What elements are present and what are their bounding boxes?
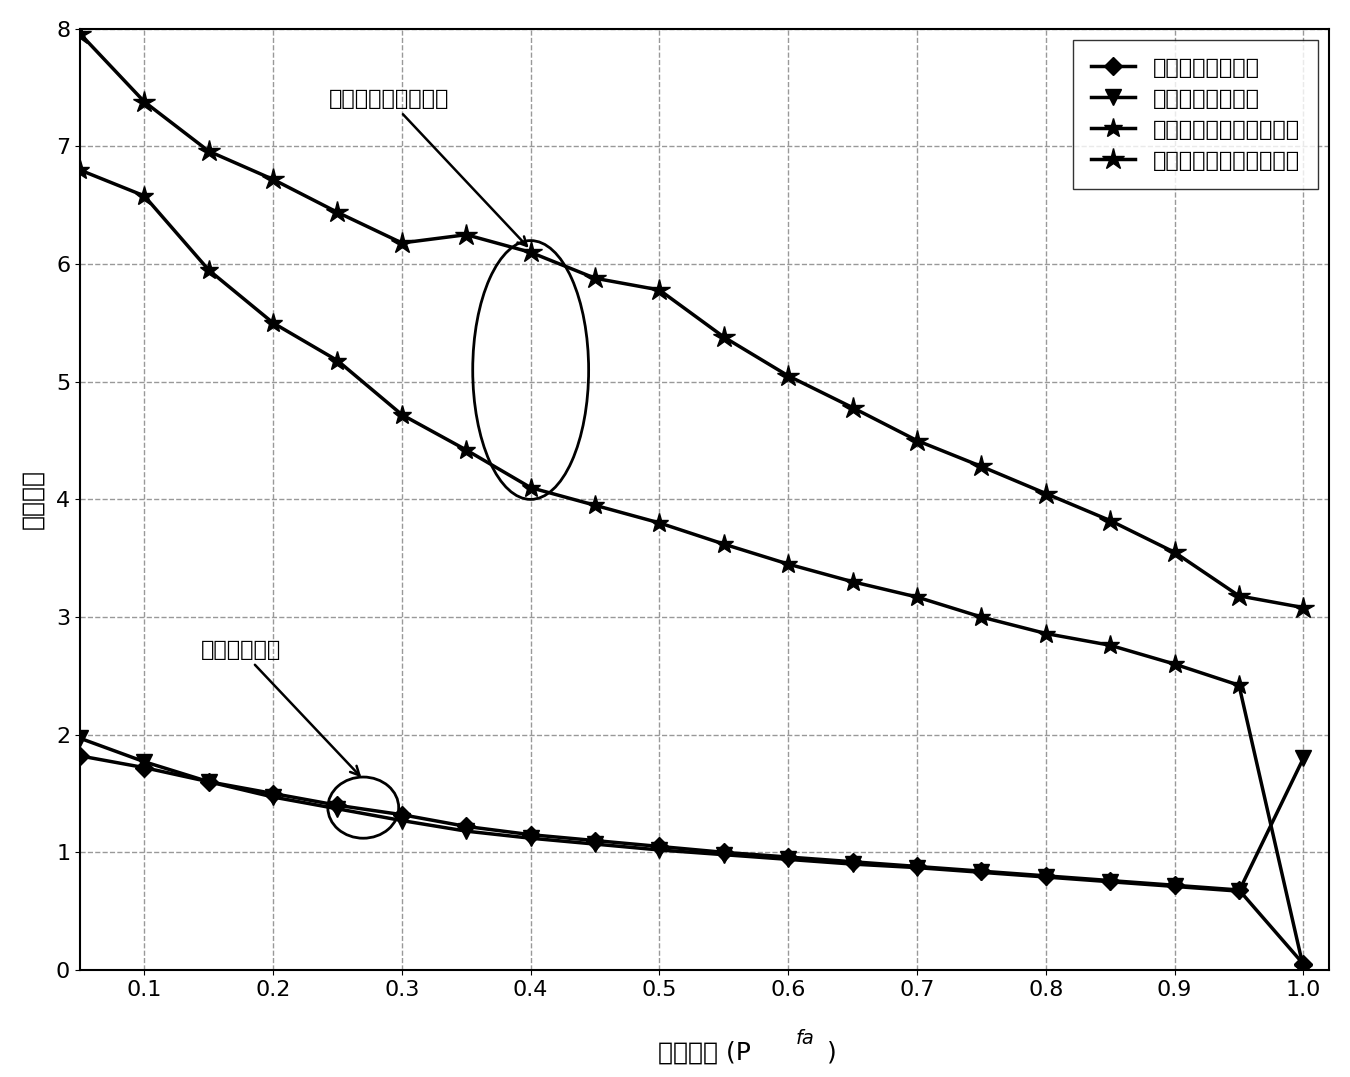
- 最大最小特征值近似门限: [522, 481, 539, 494]
- 最大最小特征值近似门限: [329, 354, 346, 367]
- 最大最小特征值近似门限: [265, 317, 281, 330]
- 最大最小特征值经验门限: [329, 206, 346, 219]
- 提出算法理论门限: [1231, 884, 1247, 897]
- 最大最小特征值近似门限: [458, 444, 474, 457]
- 提出算法经验门限: [1102, 875, 1118, 887]
- 最大最小特征值经验门限: [265, 173, 281, 186]
- 提出算法经验门限: [458, 820, 474, 833]
- Text: fa: fa: [795, 1030, 814, 1048]
- Text: 提出新型算法: 提出新型算法: [201, 640, 359, 775]
- 提出算法经验门限: [587, 834, 603, 847]
- 提出算法理论门限: [1038, 870, 1054, 883]
- 提出算法经验门限: [1166, 879, 1183, 892]
- 最大最小特征值近似门限: [587, 499, 603, 512]
- 最大最小特征值经验门限: [973, 460, 990, 473]
- Text: ): ): [828, 1040, 837, 1064]
- 提出算法经验门限: [780, 851, 796, 864]
- 提出算法理论门限: [522, 831, 539, 844]
- 最大最小特征值经验门限: [136, 95, 153, 108]
- 最大最小特征值经验门限: [522, 246, 539, 258]
- 最大最小特征值经验门限: [72, 27, 88, 40]
- 提出算法经验门限: [201, 775, 217, 788]
- 提出算法经验门限: [522, 828, 539, 841]
- 最大最小特征值近似门限: [716, 537, 732, 550]
- Text: 最大最小特征值算法: 最大最小特征值算法: [329, 89, 526, 246]
- 提出算法理论门限: [587, 838, 603, 851]
- 提出算法经验门限: [394, 808, 410, 821]
- 提出算法经验门限: [1038, 869, 1054, 882]
- 最大最小特征值经验门限: [1295, 601, 1311, 614]
- Legend: 提出算法经验门限, 提出算法理论门限, 最大最小特征值近似门限, 最大最小特征值经验门限: 提出算法经验门限, 提出算法理论门限, 最大最小特征值近似门限, 最大最小特征值…: [1073, 40, 1318, 188]
- 提出算法理论门限: [201, 775, 217, 788]
- 提出算法理论门限: [329, 802, 346, 815]
- 最大最小特征值近似门限: [201, 264, 217, 277]
- Text: 虚警概率 (P: 虚警概率 (P: [657, 1040, 751, 1064]
- 提出算法理论门限: [1166, 880, 1183, 893]
- 提出算法理论门限: [72, 731, 88, 744]
- 提出算法理论门限: [136, 755, 153, 768]
- 提出算法经验门限: [845, 855, 861, 868]
- 最大最小特征值近似门限: [651, 517, 667, 530]
- Line: 提出算法经验门限: 提出算法经验门限: [74, 750, 1310, 970]
- 提出算法经验门限: [265, 787, 281, 800]
- 提出算法理论门限: [845, 857, 861, 870]
- 最大最小特征值经验门限: [1166, 546, 1183, 559]
- 提出算法经验门限: [973, 865, 990, 878]
- 最大最小特征值近似门限: [845, 575, 861, 588]
- 最大最小特征值近似门限: [1166, 658, 1183, 671]
- 提出算法经验门限: [1231, 883, 1247, 896]
- 提出算法理论门限: [458, 825, 474, 838]
- 最大最小特征值经验门限: [1102, 514, 1118, 527]
- 最大最小特征值经验门限: [201, 144, 217, 157]
- Line: 最大最小特征值近似门限: 最大最小特征值近似门限: [70, 160, 1314, 977]
- Y-axis label: 检测门限: 检测门限: [20, 470, 45, 530]
- 提出算法经验门限: [72, 750, 88, 763]
- 最大最小特征值经验门限: [458, 228, 474, 241]
- 提出算法经验门限: [651, 840, 667, 853]
- 提出算法经验门限: [909, 859, 925, 872]
- 最大最小特征值经验门限: [909, 434, 925, 447]
- 最大最小特征值经验门限: [780, 369, 796, 382]
- Line: 提出算法理论门限: 提出算法理论门限: [73, 730, 1311, 899]
- 最大最小特征值经验门限: [587, 271, 603, 284]
- 提出算法理论门限: [780, 853, 796, 866]
- 最大最小特征值近似门限: [973, 611, 990, 624]
- 提出算法经验门限: [136, 761, 153, 774]
- 最大最小特征值近似门限: [909, 590, 925, 603]
- 最大最小特征值近似门限: [72, 164, 88, 177]
- 最大最小特征值经验门限: [1231, 589, 1247, 602]
- 最大最小特征值经验门限: [394, 237, 410, 250]
- 提出算法经验门限: [329, 799, 346, 812]
- 提出算法理论门限: [394, 814, 410, 827]
- 最大最小特征值近似门限: [394, 408, 410, 421]
- 最大最小特征值近似门限: [780, 558, 796, 571]
- 提出算法理论门限: [973, 866, 990, 879]
- 最大最小特征值经验门限: [1038, 487, 1054, 500]
- Line: 最大最小特征值经验门限: 最大最小特征值经验门限: [69, 23, 1315, 619]
- 最大最小特征值经验门限: [651, 283, 667, 296]
- 提出算法理论门限: [651, 843, 667, 856]
- 最大最小特征值近似门限: [1102, 639, 1118, 652]
- 提出算法经验门限: [716, 845, 732, 858]
- 提出算法理论门限: [1295, 752, 1311, 765]
- 最大最小特征值近似门限: [1038, 627, 1054, 640]
- 提出算法理论门限: [265, 791, 281, 803]
- 提出算法理论门限: [716, 849, 732, 862]
- 最大最小特征值近似门限: [1295, 961, 1311, 974]
- 提出算法经验门限: [1295, 957, 1311, 970]
- 最大最小特征值近似门限: [136, 190, 153, 202]
- 最大最小特征值近似门限: [1231, 679, 1247, 691]
- 最大最小特征值经验门限: [845, 401, 861, 414]
- 提出算法理论门限: [1102, 876, 1118, 889]
- 最大最小特征值经验门限: [716, 331, 732, 344]
- 提出算法理论门限: [909, 862, 925, 875]
